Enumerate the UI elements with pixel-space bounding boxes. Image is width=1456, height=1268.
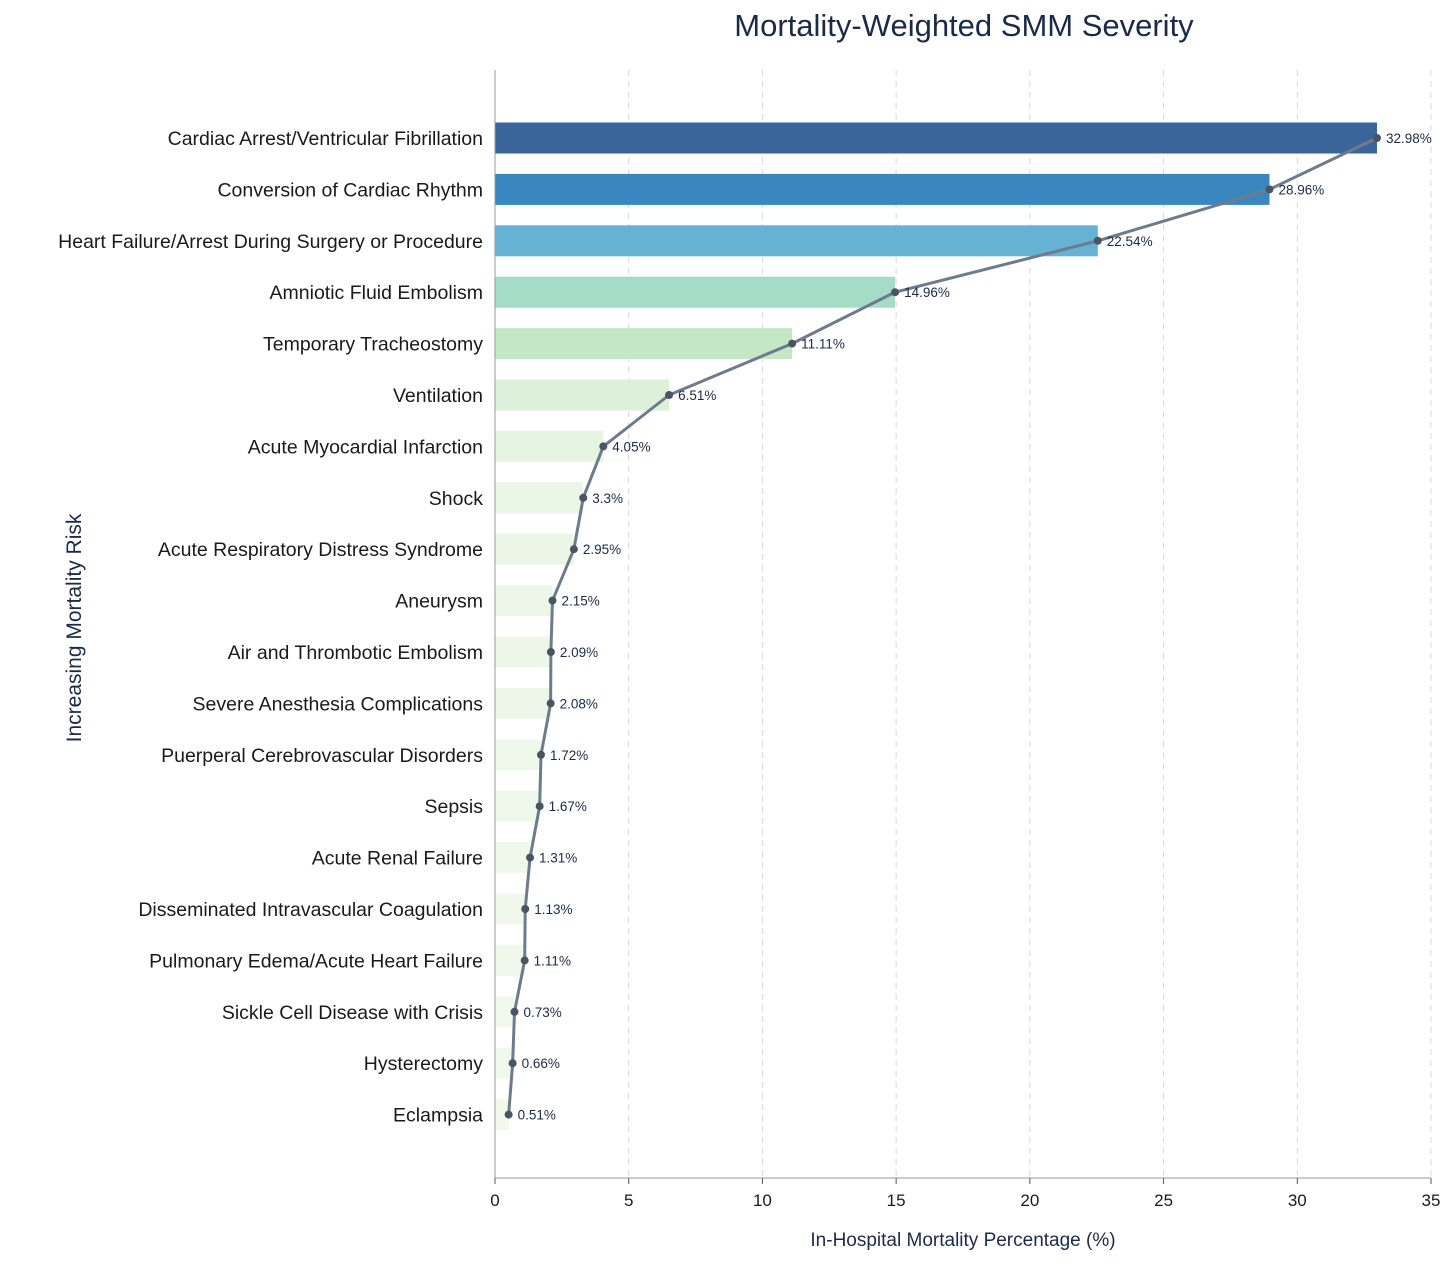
category-label-2: Conversion of Cardiac Rhythm xyxy=(217,179,483,201)
data-label-15: 1.31% xyxy=(539,851,577,866)
point-marker-5 xyxy=(788,339,797,348)
point-marker-2 xyxy=(1265,185,1274,194)
data-label-4: 14.96% xyxy=(904,285,950,300)
data-label-20: 0.51% xyxy=(518,1108,556,1123)
data-label-5: 11.11% xyxy=(801,337,845,352)
category-label-1: Cardiac Arrest/Ventricular Fibrillation xyxy=(168,128,483,150)
bar-1 xyxy=(495,122,1377,154)
x-tick-label-20: 20 xyxy=(1020,1191,1039,1210)
bar-13 xyxy=(495,739,541,771)
point-marker-9 xyxy=(569,545,578,554)
bar-5 xyxy=(495,328,793,360)
point-marker-11 xyxy=(546,648,555,656)
x-tick-label-30: 30 xyxy=(1288,1191,1307,1210)
x-tick-label-0: 0 xyxy=(490,1191,499,1210)
gridlines xyxy=(628,70,1432,1178)
data-label-10: 2.15% xyxy=(561,594,599,609)
point-marker-14 xyxy=(535,802,544,811)
data-label-8: 3.3% xyxy=(592,491,623,506)
point-marker-20 xyxy=(504,1110,513,1119)
bar-17 xyxy=(495,944,525,976)
point-marker-17 xyxy=(520,956,529,965)
category-label-13: Puerperal Cerebrovascular Disorders xyxy=(161,745,483,767)
category-label-11: Air and Thrombotic Embolism xyxy=(228,642,483,664)
category-label-3: Heart Failure/Arrest During Surgery or P… xyxy=(58,231,483,253)
bar-7 xyxy=(495,430,604,462)
point-marker-10 xyxy=(548,596,557,605)
bar-6 xyxy=(495,379,670,411)
trend-line-group xyxy=(504,134,1381,1119)
bar-4 xyxy=(495,276,896,308)
point-marker-12 xyxy=(546,699,555,708)
data-label-6: 6.51% xyxy=(678,388,716,403)
data-labels: 32.98% 28.96% 22.54% 14.96% 11.11% 6.51% 4.05%… xyxy=(518,131,1432,1123)
bar-3 xyxy=(495,225,1098,257)
chart-title: Mortality-Weighted SMM Severity xyxy=(734,8,1194,43)
bar-9 xyxy=(495,533,574,565)
data-label-7: 4.05% xyxy=(612,439,650,454)
x-tick-label-35: 35 xyxy=(1422,1191,1441,1210)
category-label-17: Pulmonary Edema/Acute Heart Failure xyxy=(149,950,483,972)
point-marker-8 xyxy=(579,493,588,502)
x-tick-label-10: 10 xyxy=(753,1191,772,1210)
point-marker-6 xyxy=(665,391,674,399)
data-label-1: 32.98% xyxy=(1386,131,1432,146)
bar-12 xyxy=(495,687,551,719)
x-axis-title: In-Hospital Mortality Percentage (%) xyxy=(810,1230,1115,1251)
data-label-13: 1.72% xyxy=(550,748,588,763)
bar-15 xyxy=(495,842,531,874)
data-label-3: 22.54% xyxy=(1107,234,1153,249)
category-label-8: Shock xyxy=(429,488,483,510)
category-label-19: Hysterectomy xyxy=(364,1053,483,1075)
x-tick-label-15: 15 xyxy=(887,1191,906,1210)
category-label-12: Severe Anesthesia Complications xyxy=(193,693,484,715)
category-label-7: Acute Myocardial Infarction xyxy=(248,436,483,458)
bar-16 xyxy=(495,893,526,925)
data-label-9: 2.95% xyxy=(583,542,621,557)
bar-2 xyxy=(495,173,1270,205)
category-label-10: Aneurysm xyxy=(395,591,483,613)
category-label-14: Sepsis xyxy=(424,796,483,818)
category-label-6: Ventilation xyxy=(393,385,483,407)
point-marker-3 xyxy=(1093,236,1102,245)
data-label-19: 0.66% xyxy=(522,1056,560,1071)
point-marker-13 xyxy=(536,750,545,759)
x-tick-label-5: 5 xyxy=(624,1191,633,1210)
bar-19 xyxy=(495,1047,513,1079)
category-label-18: Sickle Cell Disease with Crisis xyxy=(222,1002,483,1024)
data-label-14: 1.67% xyxy=(549,799,587,814)
axes: Cardiac Arrest/Ventricular Fibrillation C… xyxy=(58,70,1440,1210)
bar-18 xyxy=(495,996,515,1028)
data-label-11: 2.09% xyxy=(560,645,598,660)
data-label-2: 28.96% xyxy=(1278,182,1324,197)
bar-8 xyxy=(495,482,584,514)
bar-11 xyxy=(495,636,551,668)
point-marker-18 xyxy=(510,1007,519,1016)
bar-20 xyxy=(495,1099,509,1131)
data-label-18: 0.73% xyxy=(524,1005,562,1020)
category-label-4: Amniotic Fluid Embolism xyxy=(270,282,483,304)
data-label-12: 2.08% xyxy=(560,696,598,711)
point-marker-7 xyxy=(599,442,608,451)
category-label-15: Acute Renal Failure xyxy=(312,848,483,870)
point-marker-19 xyxy=(508,1059,517,1068)
point-marker-15 xyxy=(526,853,535,862)
trend-line xyxy=(507,136,1378,1115)
point-marker-4 xyxy=(891,288,900,297)
y-axis-title: Increasing Mortality Risk xyxy=(63,513,86,742)
bar-14 xyxy=(495,790,540,822)
bar-10 xyxy=(495,585,553,617)
data-label-16: 1.13% xyxy=(534,902,572,917)
bars xyxy=(495,122,1377,1131)
category-label-16: Disseminated Intravascular Coagulation xyxy=(138,899,483,921)
category-label-20: Eclampsia xyxy=(393,1105,483,1127)
point-marker-16 xyxy=(521,905,530,913)
category-label-9: Acute Respiratory Distress Syndrome xyxy=(158,539,483,561)
point-marker-1 xyxy=(1372,134,1381,142)
x-tick-label-25: 25 xyxy=(1154,1191,1173,1210)
data-label-17: 1.11% xyxy=(534,953,571,968)
category-label-5: Temporary Tracheostomy xyxy=(263,334,483,356)
